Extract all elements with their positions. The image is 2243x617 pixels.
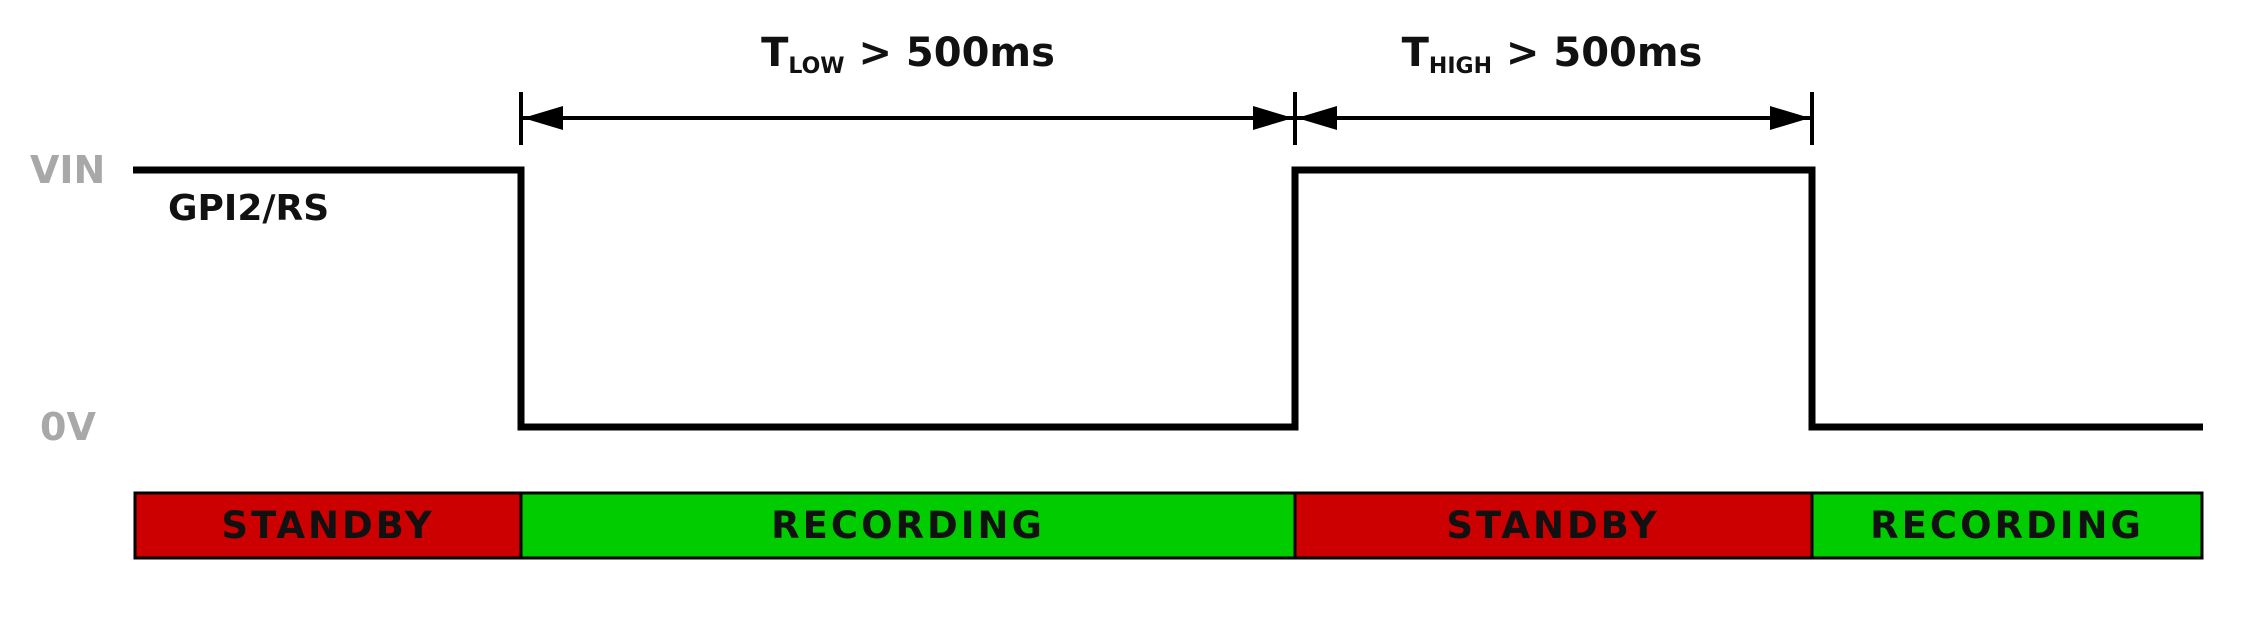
state-segment-recording-1 <box>519 491 1297 560</box>
state-segment-standby-2 <box>1293 491 1814 560</box>
state-segment-standby-1 <box>133 491 523 560</box>
signal-name-label: GPI2/RS <box>168 188 329 229</box>
state-label-standby-2: STANDBY <box>1446 504 1659 547</box>
thigh-timing-label: THIGH > 500ms <box>1402 30 1703 79</box>
vin-level-label: VIN <box>30 148 105 192</box>
zero-volt-level-label: 0V <box>40 405 96 449</box>
tlow-rest: > 500ms <box>845 30 1055 76</box>
thigh-subscript: HIGH <box>1429 54 1492 79</box>
thigh-rest: > 500ms <box>1492 30 1702 76</box>
state-label-standby-1: STANDBY <box>221 504 434 547</box>
thigh-main: T <box>1402 30 1430 76</box>
state-segment-recording-2 <box>1810 491 2204 560</box>
signal-waveform <box>133 166 2203 431</box>
tlow-subscript: LOW <box>788 54 844 79</box>
tlow-main: T <box>761 30 789 76</box>
state-label-recording-1: RECORDING <box>771 504 1045 547</box>
tlow-timing-label: TLOW > 500ms <box>761 30 1055 79</box>
state-label-recording-2: RECORDING <box>1870 504 2144 547</box>
state-bar: STANDBY RECORDING STANDBY RECORDING <box>133 491 2204 560</box>
